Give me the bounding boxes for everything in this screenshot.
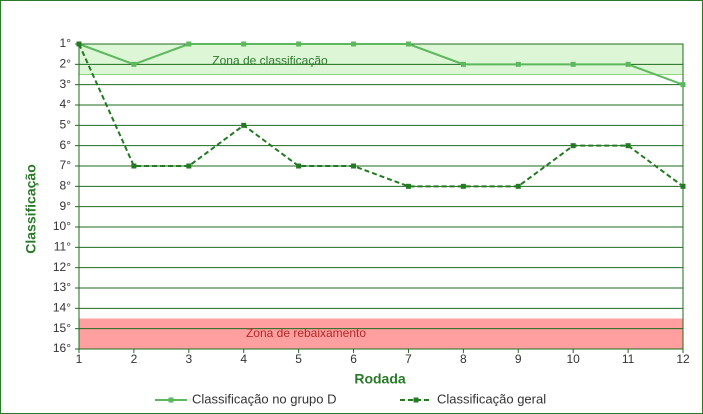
y-tick-label: 1° [60, 36, 72, 50]
point-marker [351, 41, 357, 47]
x-tick-label: 3 [185, 352, 192, 366]
series-line [78, 43, 684, 188]
point-marker [241, 122, 247, 128]
y-tick-label: 14° [53, 301, 71, 315]
x-tick-label: 2 [131, 352, 138, 366]
y-axis-title: Classificação [23, 164, 39, 254]
y-tick-label: 15° [53, 321, 71, 335]
y-tick-label: 7° [60, 158, 72, 172]
point-marker [405, 41, 411, 47]
y-tick-label: 9° [60, 199, 72, 213]
x-tick-label: 12 [676, 352, 690, 366]
legend-marker [168, 397, 174, 403]
point-marker [186, 41, 192, 47]
y-tick-label: 6° [60, 138, 72, 152]
x-tick-label: 8 [460, 352, 467, 366]
point-marker [460, 183, 466, 189]
x-tick-label: 5 [295, 352, 302, 366]
series-line [78, 43, 684, 86]
point-marker [296, 163, 302, 169]
zone-band [78, 43, 684, 75]
y-tick-label: 5° [60, 118, 72, 132]
legend-label: Classificação geral [437, 391, 546, 406]
x-tick-label: 4 [240, 352, 247, 366]
point-marker [186, 163, 192, 169]
y-tick-label: 2° [60, 57, 72, 71]
point-marker [515, 183, 521, 189]
x-tick-label: 6 [350, 352, 357, 366]
y-tick-label: 13° [53, 280, 71, 294]
x-tick-label: 10 [567, 352, 581, 366]
point-marker [625, 61, 631, 67]
zone-label: Zona de classificação [212, 53, 328, 67]
legend-label: Classificação no grupo D [192, 391, 337, 406]
x-tick-label: 1 [76, 352, 83, 366]
point-marker [405, 183, 411, 189]
point-marker [570, 143, 576, 149]
x-tick-label: 9 [515, 352, 522, 366]
point-marker [351, 163, 357, 169]
point-marker [241, 41, 247, 47]
x-tick-label: 11 [622, 352, 635, 366]
y-tick-label: 8° [60, 179, 72, 193]
point-marker [131, 61, 137, 67]
zone-label: Zona de rebaixamento [246, 326, 366, 340]
y-tick-label: 16° [53, 341, 71, 355]
y-tick-label: 11° [54, 240, 71, 254]
point-marker [460, 61, 466, 67]
y-tick-label: 12° [53, 260, 71, 274]
legend-marker [413, 397, 419, 403]
point-marker [296, 41, 302, 47]
point-marker [625, 143, 631, 149]
y-tick-label: 4° [60, 97, 72, 111]
point-marker [131, 163, 137, 169]
zone-band [79, 318, 683, 349]
point-marker [680, 183, 686, 189]
x-tick-label: 7 [405, 352, 412, 366]
point-marker [680, 82, 686, 88]
point-marker [570, 61, 576, 67]
y-tick-label: 3° [60, 77, 72, 91]
point-marker [515, 61, 521, 67]
x-axis-title: Rodada [354, 371, 406, 387]
y-tick-label: 10° [53, 219, 71, 233]
point-marker [76, 41, 82, 47]
